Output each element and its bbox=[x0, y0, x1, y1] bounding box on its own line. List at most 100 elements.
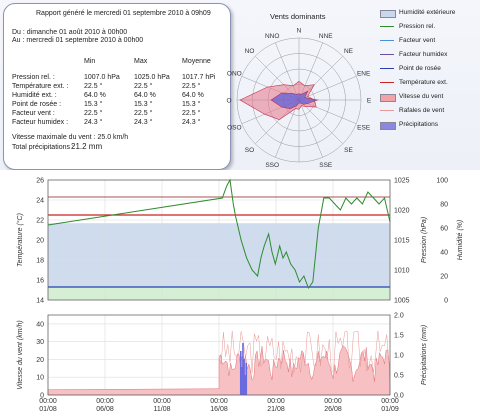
rose-direction-label: ENE bbox=[357, 71, 371, 78]
rose-direction-label: NNE bbox=[319, 33, 333, 40]
rose-direction-label: SSE bbox=[319, 162, 333, 168]
legend-item: Point de rosée bbox=[380, 64, 476, 75]
humidity-tick-label: 100 bbox=[436, 178, 448, 185]
report-panel: Rapport généré le mercredi 01 septembre … bbox=[3, 3, 231, 170]
stat-max: 15.3 ° bbox=[134, 101, 153, 108]
bottom-plot-frame bbox=[47, 314, 391, 396]
rose-direction-label: NNO bbox=[265, 33, 279, 40]
precip-label: Total précipitations : bbox=[12, 144, 74, 151]
stat-max: 22.5 ° bbox=[134, 83, 153, 90]
legend-swatch bbox=[380, 122, 396, 130]
stat-min: 1007.0 hPa bbox=[84, 74, 120, 81]
legend-label: Facteur vent bbox=[399, 37, 436, 44]
rose-direction-label: SO bbox=[245, 147, 254, 154]
humidity-tick-label: 0 bbox=[444, 298, 448, 305]
humidity-tick-label: 80 bbox=[440, 202, 448, 209]
precip-tick-label: 2.0 bbox=[394, 313, 404, 320]
stat-label: Point de rosée : bbox=[12, 101, 62, 108]
humidity-tick-label: 20 bbox=[440, 274, 448, 281]
rose-direction-label: SE bbox=[344, 147, 353, 154]
legend-item: Facteur vent bbox=[380, 36, 476, 47]
temp-tick-label: 26 bbox=[36, 178, 44, 185]
legend-item: Vitesse du vent bbox=[380, 92, 476, 103]
rose-direction-label: SSO bbox=[265, 162, 279, 168]
legend-label: Facteur humidex bbox=[399, 51, 448, 58]
header-max: Max bbox=[134, 58, 148, 65]
stat-label: Facteur humidex : bbox=[12, 119, 69, 126]
temp-tick-label: 22 bbox=[36, 218, 44, 225]
precipitation-bar bbox=[239, 351, 242, 395]
report-from: Du : dimanche 01 août 2010 à 00h00 bbox=[12, 29, 128, 36]
x-tick-time: 00:00 bbox=[210, 398, 228, 405]
pressure-tick-label: 1010 bbox=[394, 268, 410, 275]
rose-direction-label: O bbox=[226, 98, 231, 105]
wind-tick-label: 10 bbox=[36, 375, 44, 382]
temp-tick-label: 20 bbox=[36, 238, 44, 245]
legend-label: Rafales de vent bbox=[399, 107, 445, 114]
legend-swatch bbox=[380, 94, 396, 102]
stat-min: 22.5 ° bbox=[84, 110, 103, 117]
pressure-tick-label: 1015 bbox=[394, 238, 410, 245]
precip-tick-label: 0.0 bbox=[394, 393, 404, 400]
legend-swatch bbox=[380, 68, 394, 69]
x-tick-time: 00:00 bbox=[96, 398, 114, 405]
precipitation-bar bbox=[245, 363, 248, 395]
rose-direction-label: OSO bbox=[227, 124, 241, 131]
rose-spoke bbox=[275, 99, 300, 158]
stat-min: 24.3 ° bbox=[84, 119, 103, 126]
x-tick-time: 00:00 bbox=[381, 398, 399, 405]
rose-direction-label: E bbox=[367, 98, 372, 105]
legend-label: Point de rosée bbox=[399, 65, 441, 72]
rose-spoke bbox=[298, 99, 323, 158]
legend-item: Précipitations bbox=[380, 120, 476, 131]
stat-avg: 22.5 ° bbox=[182, 110, 201, 117]
wind-tick-label: 40 bbox=[36, 321, 44, 328]
wind-tick-label: 0 bbox=[40, 393, 44, 400]
wind-rose: Vents dominants N NNE NE ENE E ESE SE SSE S SSO SO… bbox=[226, 8, 372, 168]
precipitation-bar bbox=[242, 343, 244, 395]
legend-swatch bbox=[380, 26, 394, 27]
legend-swatch bbox=[380, 110, 394, 111]
temp-tick-label: 14 bbox=[36, 298, 44, 305]
x-tick-date: 06/08 bbox=[96, 406, 114, 413]
precipitation-bar bbox=[244, 375, 246, 395]
rose-spoke bbox=[298, 76, 357, 101]
stat-min: 15.3 ° bbox=[84, 101, 103, 108]
stat-max: 1025.0 hPa bbox=[134, 74, 170, 81]
rose-direction-label: NE bbox=[344, 48, 354, 55]
rose-direction-label: NO bbox=[245, 48, 255, 55]
legend-swatch bbox=[380, 10, 396, 18]
temp-tick-label: 16 bbox=[36, 278, 44, 285]
legend-label: Précipitations bbox=[399, 121, 439, 128]
x-tick-time: 00:00 bbox=[39, 398, 57, 405]
stat-label: Pression rel. : bbox=[12, 74, 55, 81]
x-tick-date: 26/08 bbox=[324, 406, 342, 413]
wind-tick-label: 30 bbox=[36, 339, 44, 346]
rose-direction-label: ONO bbox=[227, 71, 242, 78]
header-min: Min bbox=[84, 58, 96, 65]
stat-avg: 24.3 ° bbox=[182, 119, 201, 126]
precip-value: 21.2 mm bbox=[71, 142, 103, 151]
precip-tick-label: 1.0 bbox=[394, 353, 404, 360]
x-tick-date: 01/08 bbox=[39, 406, 57, 413]
wind-axis-title: Vitesse du vent (km/h) bbox=[17, 320, 24, 390]
stat-max: 22.5 ° bbox=[134, 110, 153, 117]
precip-tick-label: 1.5 bbox=[394, 333, 404, 340]
stat-min: 22.5 ° bbox=[84, 83, 103, 90]
legend-item: Rafales de vent bbox=[380, 106, 476, 117]
humidity-tick-label: 40 bbox=[440, 250, 448, 257]
stat-label: Facteur vent : bbox=[12, 110, 55, 117]
x-tick-time: 00:00 bbox=[324, 398, 342, 405]
header-avg: Moyenne bbox=[182, 58, 211, 65]
wind-tick-label: 20 bbox=[36, 357, 44, 364]
legend-label: Vitesse du vent bbox=[399, 93, 444, 100]
legend-item: Température ext. bbox=[380, 78, 476, 89]
pressure-axis-title: Pression (hPa) bbox=[421, 217, 428, 263]
x-tick-time: 00:00 bbox=[267, 398, 285, 405]
legend-swatch bbox=[380, 54, 394, 55]
legend-swatch bbox=[380, 82, 394, 83]
humidity-axis-title: Humidité (%) bbox=[457, 220, 464, 260]
stat-min: 64.0 % bbox=[84, 92, 106, 99]
legend-swatch bbox=[380, 40, 394, 41]
report-to: Au : mercredi 01 septembre 2010 à 00h00 bbox=[12, 37, 144, 44]
